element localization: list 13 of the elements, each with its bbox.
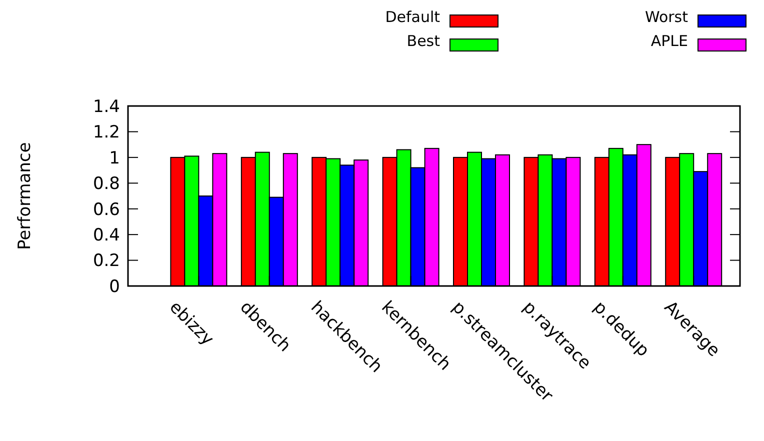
y-tick-label: 1 [109, 148, 120, 168]
y-axis-title: Performance [15, 142, 35, 250]
y-tick-label: 0.2 [92, 251, 120, 272]
y-tick-label: 1.4 [92, 96, 120, 117]
y-tick-label: 0.6 [92, 200, 120, 220]
y-tick-label: 0 [109, 276, 120, 297]
legend-label: Worst [645, 8, 688, 26]
y-tick-label: 0.8 [92, 174, 120, 194]
y-tick-label: 1.2 [92, 122, 120, 143]
y-tick-label: 0.4 [92, 226, 120, 246]
legend-label: Default [385, 8, 440, 26]
legend-label: APLE [650, 32, 688, 50]
legend-label: Best [406, 32, 440, 50]
